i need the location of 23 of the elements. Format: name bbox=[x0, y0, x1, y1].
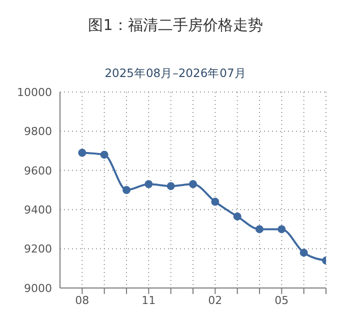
x-tick-label: 02 bbox=[208, 294, 222, 307]
y-tick-label: 9200 bbox=[24, 242, 52, 256]
point bbox=[233, 212, 242, 220]
y-tick-label: 10000 bbox=[17, 86, 52, 99]
point bbox=[78, 148, 86, 157]
point bbox=[278, 225, 286, 234]
y-tick-label: 9600 bbox=[24, 164, 52, 178]
chart-subtitle: 2025年08月–2026年07月 bbox=[104, 66, 248, 82]
y-tick-label: 9400 bbox=[24, 204, 52, 217]
point bbox=[211, 198, 220, 206]
point bbox=[100, 150, 108, 159]
point bbox=[256, 225, 264, 234]
x-tick-label: 11 bbox=[142, 294, 156, 307]
point bbox=[166, 182, 175, 190]
y-tick-label: 9000 bbox=[24, 282, 52, 295]
x-tick-label: 05 bbox=[274, 294, 289, 307]
y-tick-label: 9800 bbox=[24, 125, 52, 138]
point bbox=[122, 186, 130, 194]
point bbox=[189, 180, 197, 188]
point bbox=[144, 180, 153, 188]
chart-title: 图1：福清二手房价格走势 bbox=[87, 15, 264, 36]
point bbox=[300, 248, 308, 257]
x-tick-label: 08 bbox=[75, 294, 90, 307]
